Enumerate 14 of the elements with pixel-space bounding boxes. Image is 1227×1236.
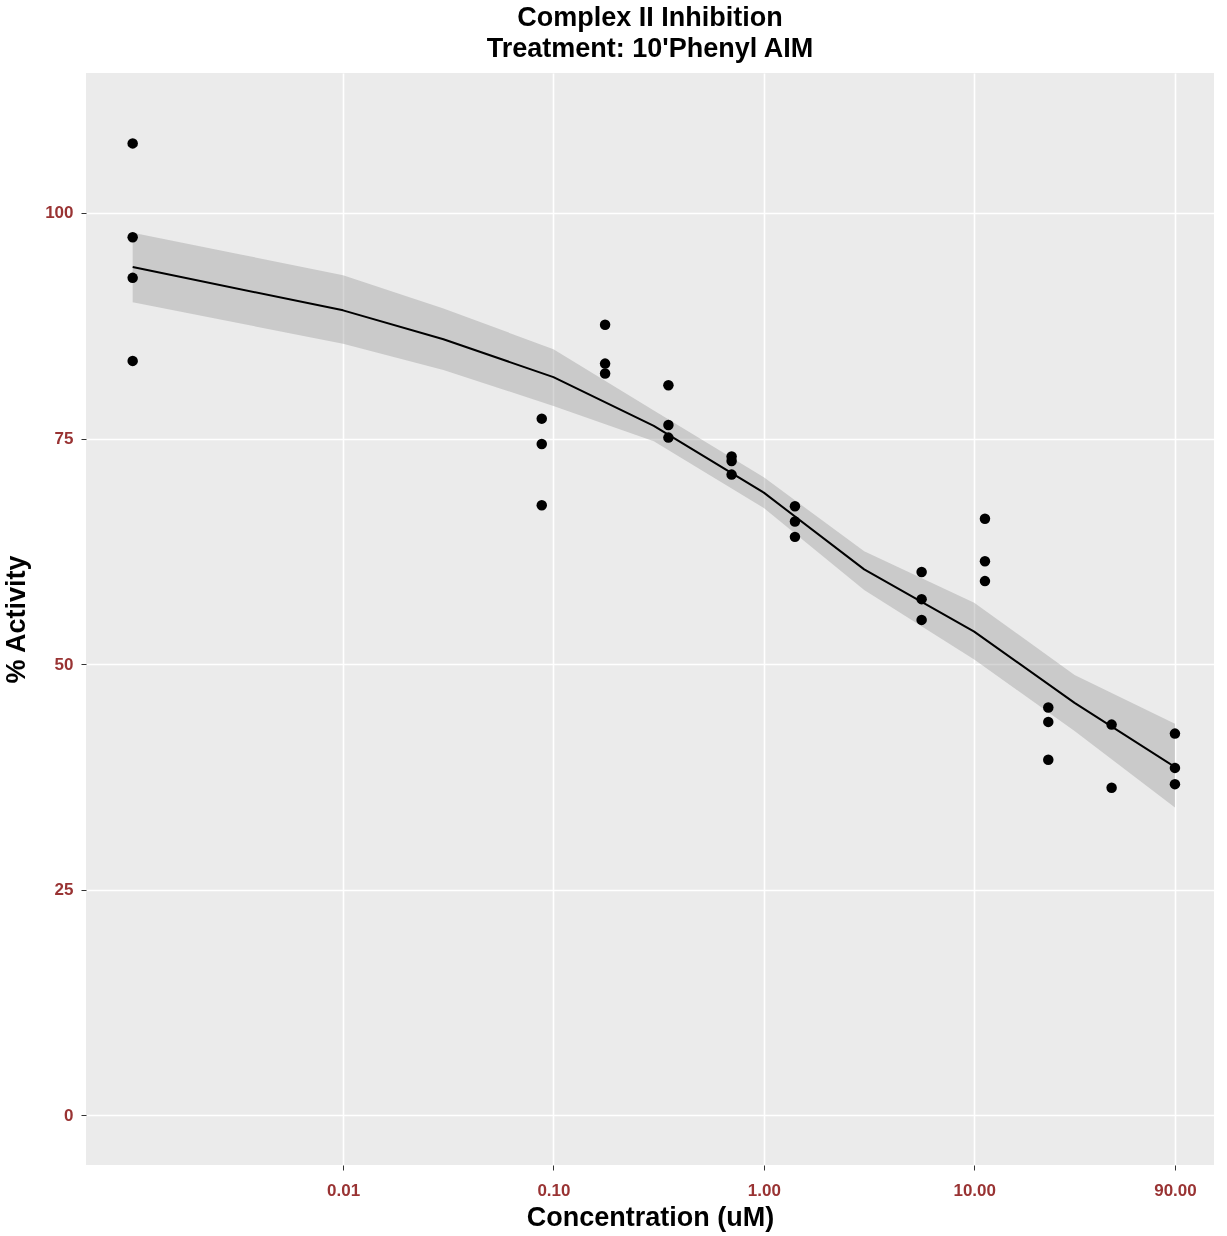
y-tick-label: 100 — [45, 203, 74, 223]
x-axis-title: Concentration (uM) — [526, 1201, 775, 1232]
y-tick-label: 0 — [64, 1105, 74, 1125]
y-tick-label: 50 — [54, 654, 74, 674]
x-tick-label: 10.00 — [953, 1180, 996, 1200]
x-tick-label: 90.00 — [1154, 1180, 1197, 1200]
y-axis-title: % Activity — [1, 555, 32, 684]
x-tick-label: 1.00 — [747, 1180, 781, 1200]
chart-title: Complex II Inhibition — [517, 2, 783, 32]
y-tick-label: 25 — [54, 880, 74, 900]
x-tick-label: 0.01 — [327, 1180, 361, 1200]
x-tick-label: 0.10 — [537, 1180, 571, 1200]
chart-subtitle: Treatment: 10'Phenyl AIM — [486, 33, 814, 63]
y-tick-label: 75 — [54, 429, 74, 448]
